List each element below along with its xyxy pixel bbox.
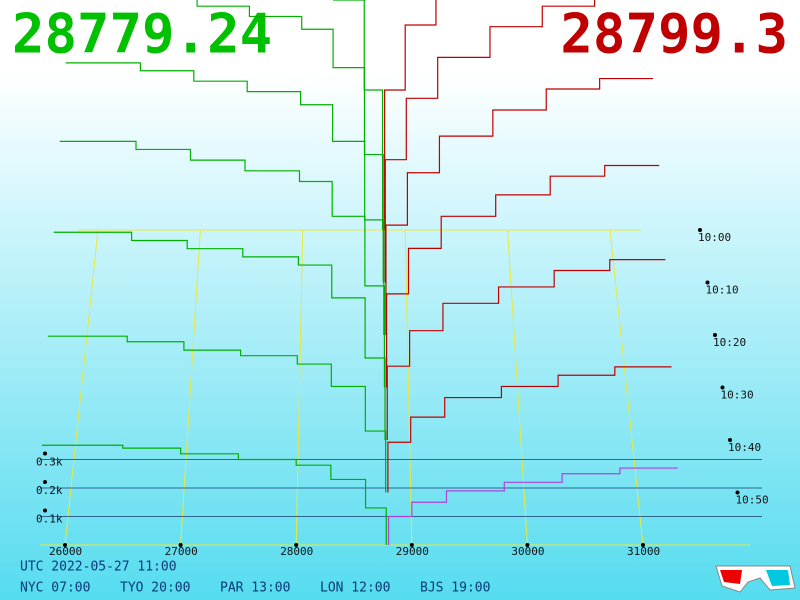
time-tick-label: 10:40 [728, 441, 761, 454]
price-grid-line [507, 229, 528, 546]
city-clock: NYC 07:00 [20, 581, 90, 596]
price-grid-line [609, 229, 644, 546]
utc-time: UTC 2022-05-27 11:00 [20, 560, 177, 575]
glasses-icon[interactable] [715, 565, 796, 593]
price-grid-line [180, 229, 201, 546]
time-tick-label: 10:20 [713, 336, 746, 349]
ask-depth-line [386, 259, 666, 440]
ask-depth-line [385, 164, 660, 388]
price-tick-dot [178, 543, 183, 547]
ask-price: 28799.3 [560, 3, 788, 66]
bid-depth-line [53, 231, 386, 440]
city-clock: PAR 13:00 [220, 581, 290, 596]
volume-tick-dot [43, 480, 47, 484]
bid-depth-line [47, 335, 387, 493]
time-tick-dot [728, 438, 732, 442]
bid-depth-line [196, 0, 384, 283]
ask-depth-line [385, 77, 654, 335]
ask-depth-line [384, 0, 596, 283]
bid-depth-line [59, 140, 386, 388]
time-tick-label: 10:00 [698, 231, 731, 244]
glasses-right-lens [766, 570, 790, 586]
city-clock: LON 12:00 [320, 581, 390, 596]
time-tick-label: 10:50 [736, 494, 769, 507]
x-tick-label: 27000 [165, 545, 198, 558]
x-tick-label: 29000 [396, 545, 429, 558]
volume-tick-label: 0.1k [36, 513, 63, 526]
ask-depth-line [387, 467, 678, 545]
time-tick-dot [713, 333, 717, 337]
glasses-left-lens [720, 570, 742, 584]
plot: 26000 27000 28000 29000 30000 31000 0.1k 0.2k 0.… [36, 0, 769, 558]
x-tick-label: 26000 [49, 545, 82, 558]
price-tick-dot [294, 543, 299, 547]
price-grid-line [404, 229, 413, 546]
volume-tick-label: 0.3k [36, 456, 63, 469]
price-grid-line [295, 229, 304, 546]
price-tick-dot [409, 543, 414, 547]
time-tick-label: 10:30 [721, 389, 754, 402]
bid-depth-line [332, 0, 384, 230]
price-tick-dot [641, 543, 645, 547]
bid-depth-line [41, 444, 387, 545]
ask-depth-line [387, 366, 672, 493]
time-tick-dot [735, 490, 740, 495]
city-clock: BJS 19:00 [420, 581, 490, 596]
price-tick-dot [525, 543, 530, 547]
x-tick-label: 31000 [627, 545, 660, 558]
x-tick-label: 28000 [280, 545, 313, 558]
time-tick-label: 10:10 [706, 284, 739, 297]
bid-price: 28779.24 [12, 3, 272, 66]
city-clock: TYO 20:00 [120, 581, 190, 596]
time-tick-dot [698, 228, 702, 232]
time-tick-dot [720, 385, 725, 390]
volume-tick-dot [43, 508, 47, 513]
ask-depth-line [384, 0, 437, 230]
volume-tick-label: 0.2k [36, 484, 63, 497]
x-tick-label: 30000 [511, 545, 544, 558]
bid-depth-line [65, 62, 385, 335]
time-tick-dot [705, 280, 710, 285]
volume-tick-dot [43, 451, 47, 456]
price-tick-dot [63, 543, 67, 547]
price-grid-line [64, 229, 99, 546]
